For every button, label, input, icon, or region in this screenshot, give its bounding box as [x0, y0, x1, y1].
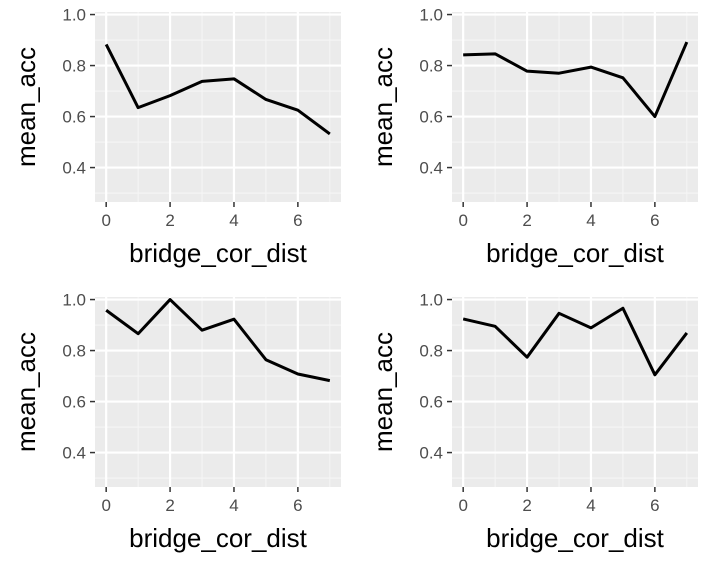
- x-tick-label: 0: [101, 496, 110, 515]
- series-line: [104, 43, 331, 136]
- x-axis-title: bridge_cor_dist: [129, 523, 308, 553]
- x-axis-title: bridge_cor_dist: [129, 238, 308, 268]
- x-tick-label: 0: [101, 211, 110, 230]
- x-axis-title: bridge_cor_dist: [486, 238, 665, 268]
- y-axis-title: mean_acc: [11, 332, 41, 452]
- y-tick-label: 0.8: [62, 342, 86, 361]
- x-tick-label: 6: [650, 496, 659, 515]
- y-tick-label: 1.0: [62, 6, 86, 25]
- y-tick-label: 1.0: [419, 291, 443, 310]
- x-tick-label: 4: [229, 496, 238, 515]
- y-tick-label: 0.6: [419, 108, 443, 127]
- x-tick-label: 4: [586, 211, 595, 230]
- y-tick-label: 0.4: [419, 444, 443, 463]
- x-tick-label: 2: [165, 496, 174, 515]
- y-tick-label: 0.6: [419, 393, 443, 412]
- y-tick-label: 0.4: [419, 159, 443, 178]
- x-tick-label: 2: [522, 211, 531, 230]
- panel-background: [452, 297, 698, 487]
- x-tick-label: 2: [522, 496, 531, 515]
- panel-background: [95, 297, 341, 487]
- y-axis-title: mean_acc: [11, 47, 41, 167]
- y-tick-label: 1.0: [62, 291, 86, 310]
- y-axis-title: mean_acc: [368, 47, 398, 167]
- y-tick-label: 0.8: [419, 342, 443, 361]
- y-tick-label: 0.6: [62, 393, 86, 412]
- panel-background: [452, 12, 698, 202]
- x-tick-label: 2: [165, 211, 174, 230]
- x-tick-label: 4: [229, 211, 238, 230]
- y-tick-label: 0.4: [62, 444, 86, 463]
- chart-panel-3: 0 2 4 6 0.4 0.6 0.8 1.0 bridge_cor_dist mean_acc: [11, 291, 341, 553]
- x-tick-label: 0: [458, 496, 467, 515]
- x-tick-label: 6: [650, 211, 659, 230]
- chart-panel-1: 0 2 4 6 0.4 0.6 0.8 1.0 bridge_cor_dist mean_acc: [11, 6, 341, 268]
- y-tick-label: 0.8: [62, 57, 86, 76]
- chart-panel-2: 0 2 4 6 0.4 0.6 0.8 1.0 bridge_cor_dist mean_acc: [368, 6, 698, 268]
- panel-background: [95, 12, 341, 202]
- chart-panel-4: 0 2 4 6 0.4 0.6 0.8 1.0 bridge_cor_dist mean_acc: [368, 291, 698, 553]
- x-tick-label: 0: [458, 211, 467, 230]
- y-tick-label: 0.6: [62, 108, 86, 127]
- y-axis-title: mean_acc: [368, 332, 398, 452]
- x-tick-label: 6: [293, 496, 302, 515]
- y-tick-label: 0.8: [419, 57, 443, 76]
- y-tick-label: 0.4: [62, 159, 86, 178]
- y-tick-label: 1.0: [419, 6, 443, 25]
- x-tick-label: 4: [586, 496, 595, 515]
- x-axis-title: bridge_cor_dist: [486, 523, 665, 553]
- series-line: [462, 306, 689, 377]
- series-line: [463, 41, 689, 119]
- series-line: [105, 298, 331, 383]
- x-tick-label: 6: [293, 211, 302, 230]
